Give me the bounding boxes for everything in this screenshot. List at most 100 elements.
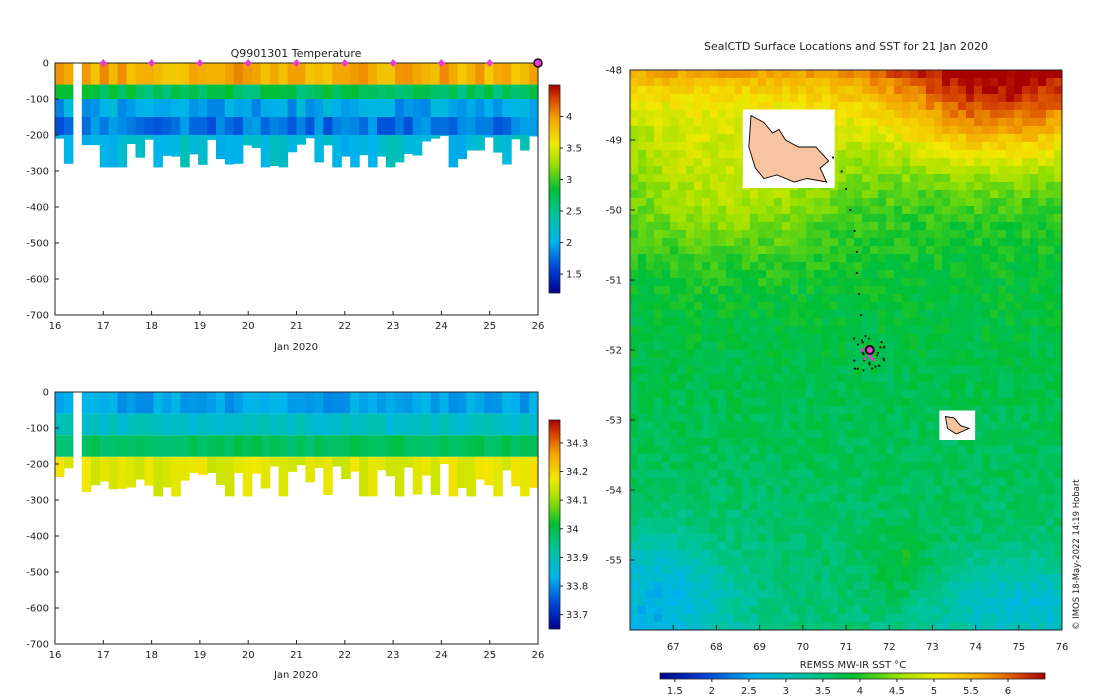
sst-cell: [646, 222, 655, 231]
sst-cell: [750, 574, 759, 583]
sst-cell: [870, 422, 879, 431]
sst-cell: [878, 454, 887, 463]
sst-cell: [870, 78, 879, 87]
sst-cell: [950, 462, 959, 471]
sst-cell: [750, 502, 759, 511]
heatmap-cell: [171, 135, 181, 157]
sst-cell: [870, 198, 879, 207]
sst-cell: [878, 526, 887, 535]
sst-cell: [1014, 398, 1023, 407]
sst-cell: [1054, 222, 1062, 231]
sst-cell: [742, 286, 751, 295]
sst-cell: [990, 110, 999, 119]
sst-cell: [718, 190, 727, 199]
sst-cell: [638, 238, 647, 247]
sst-cell: [1006, 222, 1015, 231]
sst-cell: [902, 174, 911, 183]
sst-cell: [766, 318, 775, 327]
sst-cell: [918, 182, 927, 191]
sst-cell: [782, 582, 791, 591]
sst-cell: [670, 406, 679, 415]
sst-cell: [670, 334, 679, 343]
sst-cell: [710, 598, 719, 607]
sst-cell: [894, 390, 903, 399]
sst-cell: [974, 462, 983, 471]
sst-cell: [966, 342, 975, 351]
sst-cell: [814, 230, 823, 239]
sst-cell: [918, 102, 927, 111]
y-tick-label: -200: [26, 460, 49, 471]
sst-cell: [942, 502, 951, 511]
heatmap-cell: [216, 117, 226, 135]
colorbar-tick-label: 33.9: [566, 553, 588, 564]
sst-cell: [950, 278, 959, 287]
sst-cell: [982, 606, 991, 615]
sst-cell: [878, 470, 887, 479]
sst-cell: [742, 470, 751, 479]
heatmap-cell: [207, 456, 217, 473]
sst-cell: [870, 462, 879, 471]
sst-cell: [934, 278, 943, 287]
heatmap-cell: [90, 63, 101, 85]
sst-cell: [918, 246, 927, 255]
sst-cell: [1014, 558, 1023, 567]
sst-cell: [726, 478, 735, 487]
sst-cell: [830, 78, 839, 87]
heatmap-cell: [314, 63, 324, 85]
heatmap-cell: [233, 117, 244, 135]
sst-cell: [982, 366, 991, 375]
sst-cell: [742, 430, 751, 439]
sst-cell: [878, 318, 887, 327]
sst-cell: [758, 534, 767, 543]
sst-cell: [766, 342, 775, 351]
heatmap-cell: [162, 135, 172, 156]
sst-cell: [822, 566, 831, 575]
sst-cell: [774, 78, 783, 87]
sst-cell: [886, 230, 895, 239]
sst-cell: [710, 270, 719, 279]
heatmap-cell: [305, 413, 315, 436]
sst-cell: [638, 382, 647, 391]
heatmap-cell: [421, 413, 432, 436]
sst-cell: [782, 302, 791, 311]
heatmap-cell: [171, 99, 181, 117]
sst-cell: [774, 390, 783, 399]
sst-cell: [718, 454, 727, 463]
sst-cell: [686, 70, 695, 79]
heatmap-cell: [385, 456, 396, 477]
sst-cell: [774, 574, 783, 583]
sst-cell: [990, 502, 999, 511]
sst-cell: [750, 390, 759, 399]
sst-cell: [1006, 406, 1015, 415]
sst-cell: [1022, 294, 1031, 303]
sst-cell: [950, 294, 959, 303]
sst-cell: [814, 382, 823, 391]
heatmap-cell: [207, 84, 217, 99]
sst-cell: [1022, 358, 1031, 367]
sst-cell: [886, 510, 895, 519]
heatmap-cell: [108, 63, 119, 85]
sst-cell: [1038, 510, 1047, 519]
heatmap-cell: [269, 413, 280, 436]
heatmap-cell: [216, 413, 226, 436]
sst-cell: [854, 166, 863, 175]
sst-cell: [638, 566, 647, 575]
sst-cell: [982, 270, 991, 279]
sst-cell: [1022, 406, 1031, 415]
sst-cell: [694, 334, 703, 343]
sst-cell: [1054, 70, 1062, 79]
sst-cell: [886, 118, 895, 127]
heatmap-cell: [242, 135, 253, 146]
sst-cell: [894, 230, 903, 239]
sst-cell: [958, 278, 967, 287]
sst-cell: [926, 110, 935, 119]
sst-cell: [638, 470, 647, 479]
sst-cell: [710, 518, 719, 527]
sst-cell: [870, 390, 879, 399]
heatmap-cell: [233, 63, 244, 85]
sst-cell: [678, 606, 687, 615]
sst-cell: [638, 350, 647, 359]
sst-cell: [846, 462, 855, 471]
sst-cell: [654, 590, 663, 599]
sst-cell: [854, 582, 863, 591]
